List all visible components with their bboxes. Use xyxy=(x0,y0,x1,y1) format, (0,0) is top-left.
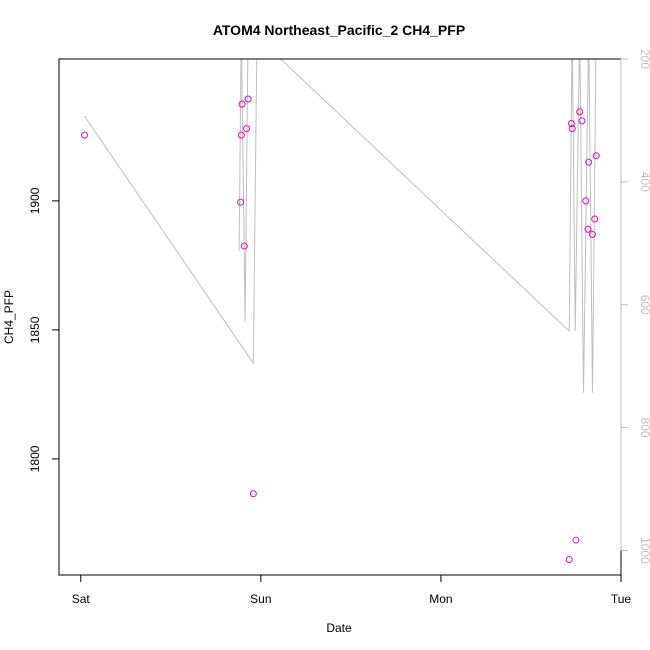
right-axis: 200 400 600 800 1000 xyxy=(620,49,650,564)
right-tick-label: 600 xyxy=(638,295,650,315)
right-tick-label: 800 xyxy=(638,418,650,438)
data-point xyxy=(238,100,246,108)
x-tick-label: Sun xyxy=(250,592,271,606)
data-point xyxy=(244,95,252,103)
y-tick-label: 1800 xyxy=(28,445,42,472)
data-point xyxy=(243,125,251,133)
data-point xyxy=(576,108,584,116)
points-layer xyxy=(81,95,600,564)
pressure-line xyxy=(84,59,597,393)
data-point xyxy=(567,120,575,127)
data-point xyxy=(81,131,89,139)
x-axis-label: Date xyxy=(326,621,352,635)
right-tick-label: 1000 xyxy=(638,537,650,564)
data-point xyxy=(565,556,573,564)
y-axis-label: CH4_PFP xyxy=(2,290,16,344)
data-point xyxy=(572,536,580,544)
data-point xyxy=(237,198,245,206)
data-point xyxy=(240,242,248,250)
data-point xyxy=(568,125,576,133)
data-point xyxy=(585,158,593,166)
data-point xyxy=(237,131,245,139)
pressure-line-layer xyxy=(84,59,597,393)
y-axis: 1800 1850 1900 xyxy=(28,187,60,472)
x-tick-label: Sat xyxy=(72,592,91,606)
data-point xyxy=(249,490,257,498)
data-point xyxy=(582,197,590,205)
x-tick-label: Mon xyxy=(429,592,452,606)
x-axis: Sat Sun Mon Tue xyxy=(72,574,632,606)
y-tick-label: 1850 xyxy=(28,316,42,343)
chart-title: ATOM4 Northeast_Pacific_2 CH4_PFP xyxy=(213,22,465,38)
data-point xyxy=(578,117,586,125)
right-tick-label: 400 xyxy=(638,172,650,192)
data-point xyxy=(592,152,600,160)
data-point xyxy=(584,225,592,233)
data-point xyxy=(588,230,596,238)
x-tick-label: Tue xyxy=(611,592,632,606)
plot-frame xyxy=(58,58,622,576)
data-point xyxy=(591,215,599,223)
right-tick-label: 200 xyxy=(638,49,650,69)
y-tick-label: 1900 xyxy=(28,187,42,214)
